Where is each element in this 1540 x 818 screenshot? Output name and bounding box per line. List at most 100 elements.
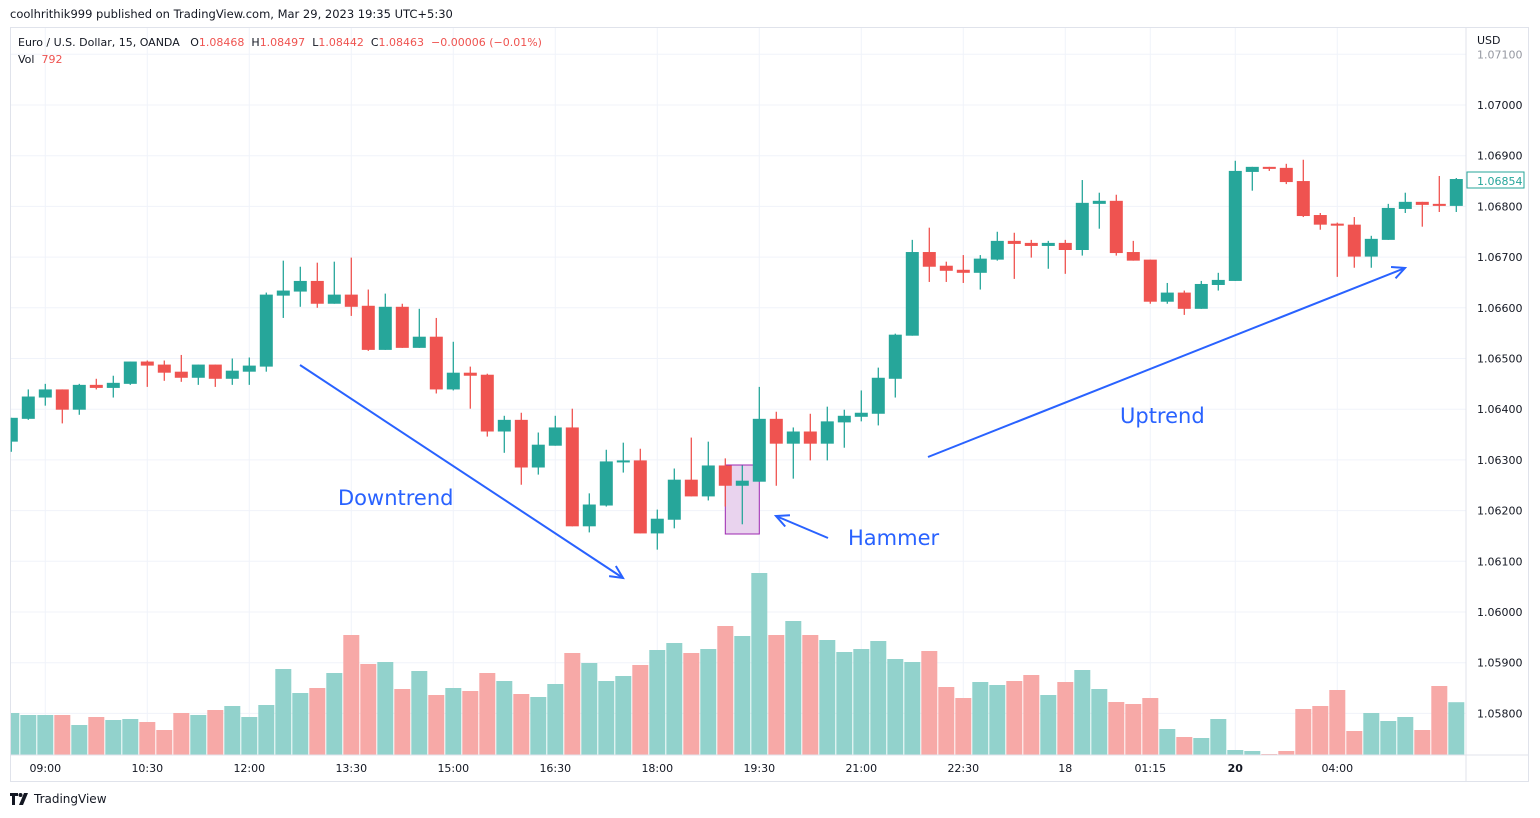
candle[interactable] xyxy=(72,383,86,415)
downtrend-arrow[interactable] xyxy=(299,364,625,580)
candle[interactable] xyxy=(361,289,375,351)
candle[interactable] xyxy=(208,364,222,387)
candle[interactable] xyxy=(1109,194,1123,256)
candle[interactable] xyxy=(497,415,511,453)
candle[interactable] xyxy=(157,360,171,381)
candle[interactable] xyxy=(769,411,783,486)
candle[interactable] xyxy=(242,357,256,385)
candle[interactable] xyxy=(752,386,766,482)
candle[interactable] xyxy=(820,406,834,461)
candle-body xyxy=(939,265,953,271)
candle[interactable] xyxy=(225,358,239,385)
candle[interactable] xyxy=(1194,280,1208,309)
candle[interactable] xyxy=(905,239,919,336)
candle[interactable] xyxy=(55,389,69,424)
candle[interactable] xyxy=(1041,240,1055,269)
candle[interactable] xyxy=(174,354,188,382)
candle[interactable] xyxy=(1024,239,1038,258)
candle[interactable] xyxy=(582,493,596,533)
candle[interactable] xyxy=(922,227,936,282)
candle[interactable] xyxy=(1279,163,1293,185)
candle[interactable] xyxy=(871,367,885,426)
candle[interactable] xyxy=(140,360,154,387)
candle[interactable] xyxy=(531,432,545,475)
candle[interactable] xyxy=(1143,259,1157,304)
candle[interactable] xyxy=(106,375,120,398)
candle[interactable] xyxy=(1432,175,1446,212)
candle[interactable] xyxy=(633,448,647,534)
candle[interactable] xyxy=(327,261,341,304)
candle[interactable] xyxy=(412,308,426,348)
candle[interactable] xyxy=(854,390,868,422)
candle[interactable] xyxy=(1058,239,1072,274)
candle[interactable] xyxy=(1381,203,1395,240)
candle[interactable] xyxy=(1211,272,1225,291)
candle[interactable] xyxy=(395,303,409,348)
candle[interactable] xyxy=(939,261,953,282)
candle[interactable] xyxy=(1449,178,1463,212)
footer[interactable]: TradingView xyxy=(10,792,107,806)
candle[interactable] xyxy=(1245,166,1259,191)
candle[interactable] xyxy=(446,341,460,391)
candle[interactable] xyxy=(667,468,681,529)
candle[interactable] xyxy=(480,373,494,437)
candle[interactable] xyxy=(803,413,817,461)
candle[interactable] xyxy=(616,442,630,473)
candle[interactable] xyxy=(565,408,579,527)
candle[interactable] xyxy=(1092,192,1106,229)
candle[interactable] xyxy=(1364,235,1378,268)
candle[interactable] xyxy=(1228,160,1242,281)
price-tick-label: 1.06300 xyxy=(1477,454,1523,467)
uptrend-label[interactable]: Uptrend xyxy=(1120,404,1205,428)
candle[interactable] xyxy=(1313,212,1327,230)
candle[interactable] xyxy=(378,293,392,350)
candle[interactable] xyxy=(463,366,477,409)
candle[interactable] xyxy=(956,255,970,283)
candle[interactable] xyxy=(735,465,749,525)
candle[interactable] xyxy=(1347,217,1361,268)
candle[interactable] xyxy=(1126,240,1140,261)
candle[interactable] xyxy=(123,361,137,385)
hammer-arrow[interactable] xyxy=(773,514,829,539)
time-axis[interactable]: 09:00 10:30 12:00 13:30 15:00 16:30 18:00 19:30… xyxy=(29,762,1353,775)
candle[interactable] xyxy=(38,383,52,406)
candle[interactable] xyxy=(1296,159,1310,218)
candle[interactable] xyxy=(1262,166,1276,171)
candle[interactable] xyxy=(650,509,664,550)
candle[interactable] xyxy=(888,333,902,398)
candle[interactable] xyxy=(89,378,103,390)
candle[interactable] xyxy=(429,317,443,394)
chart-legend: Euro / U.S. Dollar, 15, OANDA O1.08468 H… xyxy=(18,34,542,68)
candle[interactable] xyxy=(548,415,562,446)
candle[interactable] xyxy=(599,449,613,507)
price-axis[interactable]: 1.07100 1.07000 1.06900 1.06800 1.06700 1.066… xyxy=(1477,48,1523,720)
candle[interactable] xyxy=(259,292,273,372)
candle[interactable] xyxy=(276,260,290,318)
downtrend-label[interactable]: Downtrend xyxy=(338,486,453,510)
candle[interactable] xyxy=(837,409,851,448)
hammer-label[interactable]: Hammer xyxy=(848,526,939,550)
candle[interactable] xyxy=(1160,282,1174,304)
candle[interactable] xyxy=(973,255,987,290)
candle[interactable] xyxy=(786,427,800,479)
candle[interactable] xyxy=(990,231,1004,261)
candle[interactable] xyxy=(1177,290,1191,315)
candle[interactable] xyxy=(1398,192,1412,213)
candle[interactable] xyxy=(21,389,35,420)
candle[interactable] xyxy=(1415,201,1429,227)
candle[interactable] xyxy=(293,266,307,307)
candle[interactable] xyxy=(701,441,715,501)
candle[interactable] xyxy=(684,437,698,497)
candle[interactable] xyxy=(1007,232,1021,279)
candle[interactable] xyxy=(310,262,324,308)
candle[interactable] xyxy=(514,412,528,485)
candle[interactable] xyxy=(10,417,18,452)
candle-body xyxy=(769,418,783,444)
candle[interactable] xyxy=(718,458,732,507)
candle[interactable] xyxy=(1075,180,1089,256)
uptrend-arrow[interactable] xyxy=(927,265,1408,458)
candle[interactable] xyxy=(191,364,205,385)
candle[interactable] xyxy=(344,257,358,316)
candle[interactable] xyxy=(1330,222,1344,277)
